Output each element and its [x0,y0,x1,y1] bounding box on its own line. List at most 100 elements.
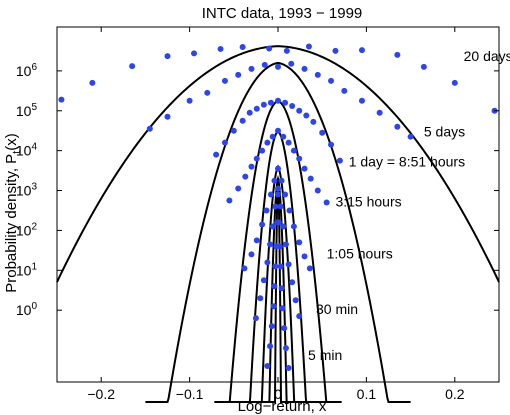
data-point [336,157,343,164]
data-point [285,261,292,268]
data-point [289,279,296,286]
curve-label-1-05-hours: 1:05 hours [327,245,393,261]
data-point [276,243,283,250]
data-point [296,155,303,162]
data-point [277,203,284,210]
data-point [290,147,297,154]
data-point [275,185,281,192]
data-point [275,191,281,198]
data-point [264,363,271,370]
data-point [310,118,317,125]
data-point [267,191,274,198]
data-point [283,47,290,54]
data-point [288,60,295,67]
data-point [301,165,308,172]
curve-labels: 20 days 5 days 1 day = 8:51 hours 3:15 hour… [308,48,510,363]
y-tick-label: 102 [16,221,38,238]
data-point [264,139,271,146]
y-axis-label-main: Probability density, P [3,154,20,293]
data-point [129,63,136,70]
data-point [248,251,255,258]
x-tick-label: −0.1 [176,386,204,402]
data-point [217,45,224,52]
data-point [235,185,242,192]
data-point [252,315,259,322]
data-point [323,199,330,206]
data-point [282,345,289,352]
data-point [282,191,289,198]
x-axis-ticks: −0.2 −0.1 0 0.1 0.2 [87,27,465,402]
curve-label-5-days: 5 days [424,124,465,140]
data-point [285,139,292,146]
data-point [296,313,303,320]
data-point [275,165,281,172]
chart-title: INTC data, 1993 − 1999 [202,5,363,22]
data-point [314,187,321,194]
data-point [235,71,242,78]
data-point [296,239,303,246]
data-point [260,277,267,284]
fit-curve-20-days [56,45,500,283]
data-point [246,109,253,116]
data-point [269,133,276,140]
data-point [277,263,284,270]
y-axis-label-tail: (x) [3,133,20,151]
data-point [146,125,153,132]
data-point [248,163,255,170]
data-point [242,173,249,180]
data-point [89,79,96,86]
data-point [257,295,264,302]
data-point [267,99,274,106]
data-point [266,45,273,52]
data-point [332,47,339,54]
data-point [279,305,286,312]
data-point [241,265,248,272]
x-tick-label: 0 [274,386,282,402]
data-point [269,223,276,230]
data-point [280,133,287,140]
data-point [358,47,365,54]
fit-curve-5-days [145,61,411,403]
y-tick-label: 106 [16,62,38,79]
data-point [260,101,267,108]
data-point [259,221,266,228]
data-point [221,77,228,84]
data-point [248,65,255,72]
data-point [264,259,271,266]
data-point [278,285,285,292]
data-point [307,175,314,182]
data-point [319,129,326,136]
data-points [58,43,498,372]
data-point [253,155,260,162]
data-point [286,207,293,214]
data-point [267,241,274,248]
data-point [328,141,335,148]
data-point [296,107,303,114]
data-point [164,113,171,120]
data-point [280,223,287,230]
curve-label-20-days: 20 days [464,48,510,64]
data-point [267,343,274,350]
data-point [314,71,321,78]
data-point [230,127,237,134]
fit-curve-5-min [265,178,291,403]
data-point [275,127,281,134]
data-point [275,219,282,226]
data-point [301,253,308,260]
curve-label-1-day-8-51-hours: 1 day = 8:51 hours [349,154,465,170]
data-point [341,87,348,94]
data-point [221,139,228,146]
data-point [272,203,279,210]
data-point [270,303,277,310]
data-point [239,43,246,50]
y-tick-label: 100 [16,301,38,318]
data-point [281,325,288,332]
data-point [271,177,278,184]
data-point [204,89,211,96]
data-point [268,323,275,330]
data-point [451,79,458,86]
y-tick-label: 101 [16,261,38,278]
data-point [394,51,401,58]
data-point [191,50,198,57]
